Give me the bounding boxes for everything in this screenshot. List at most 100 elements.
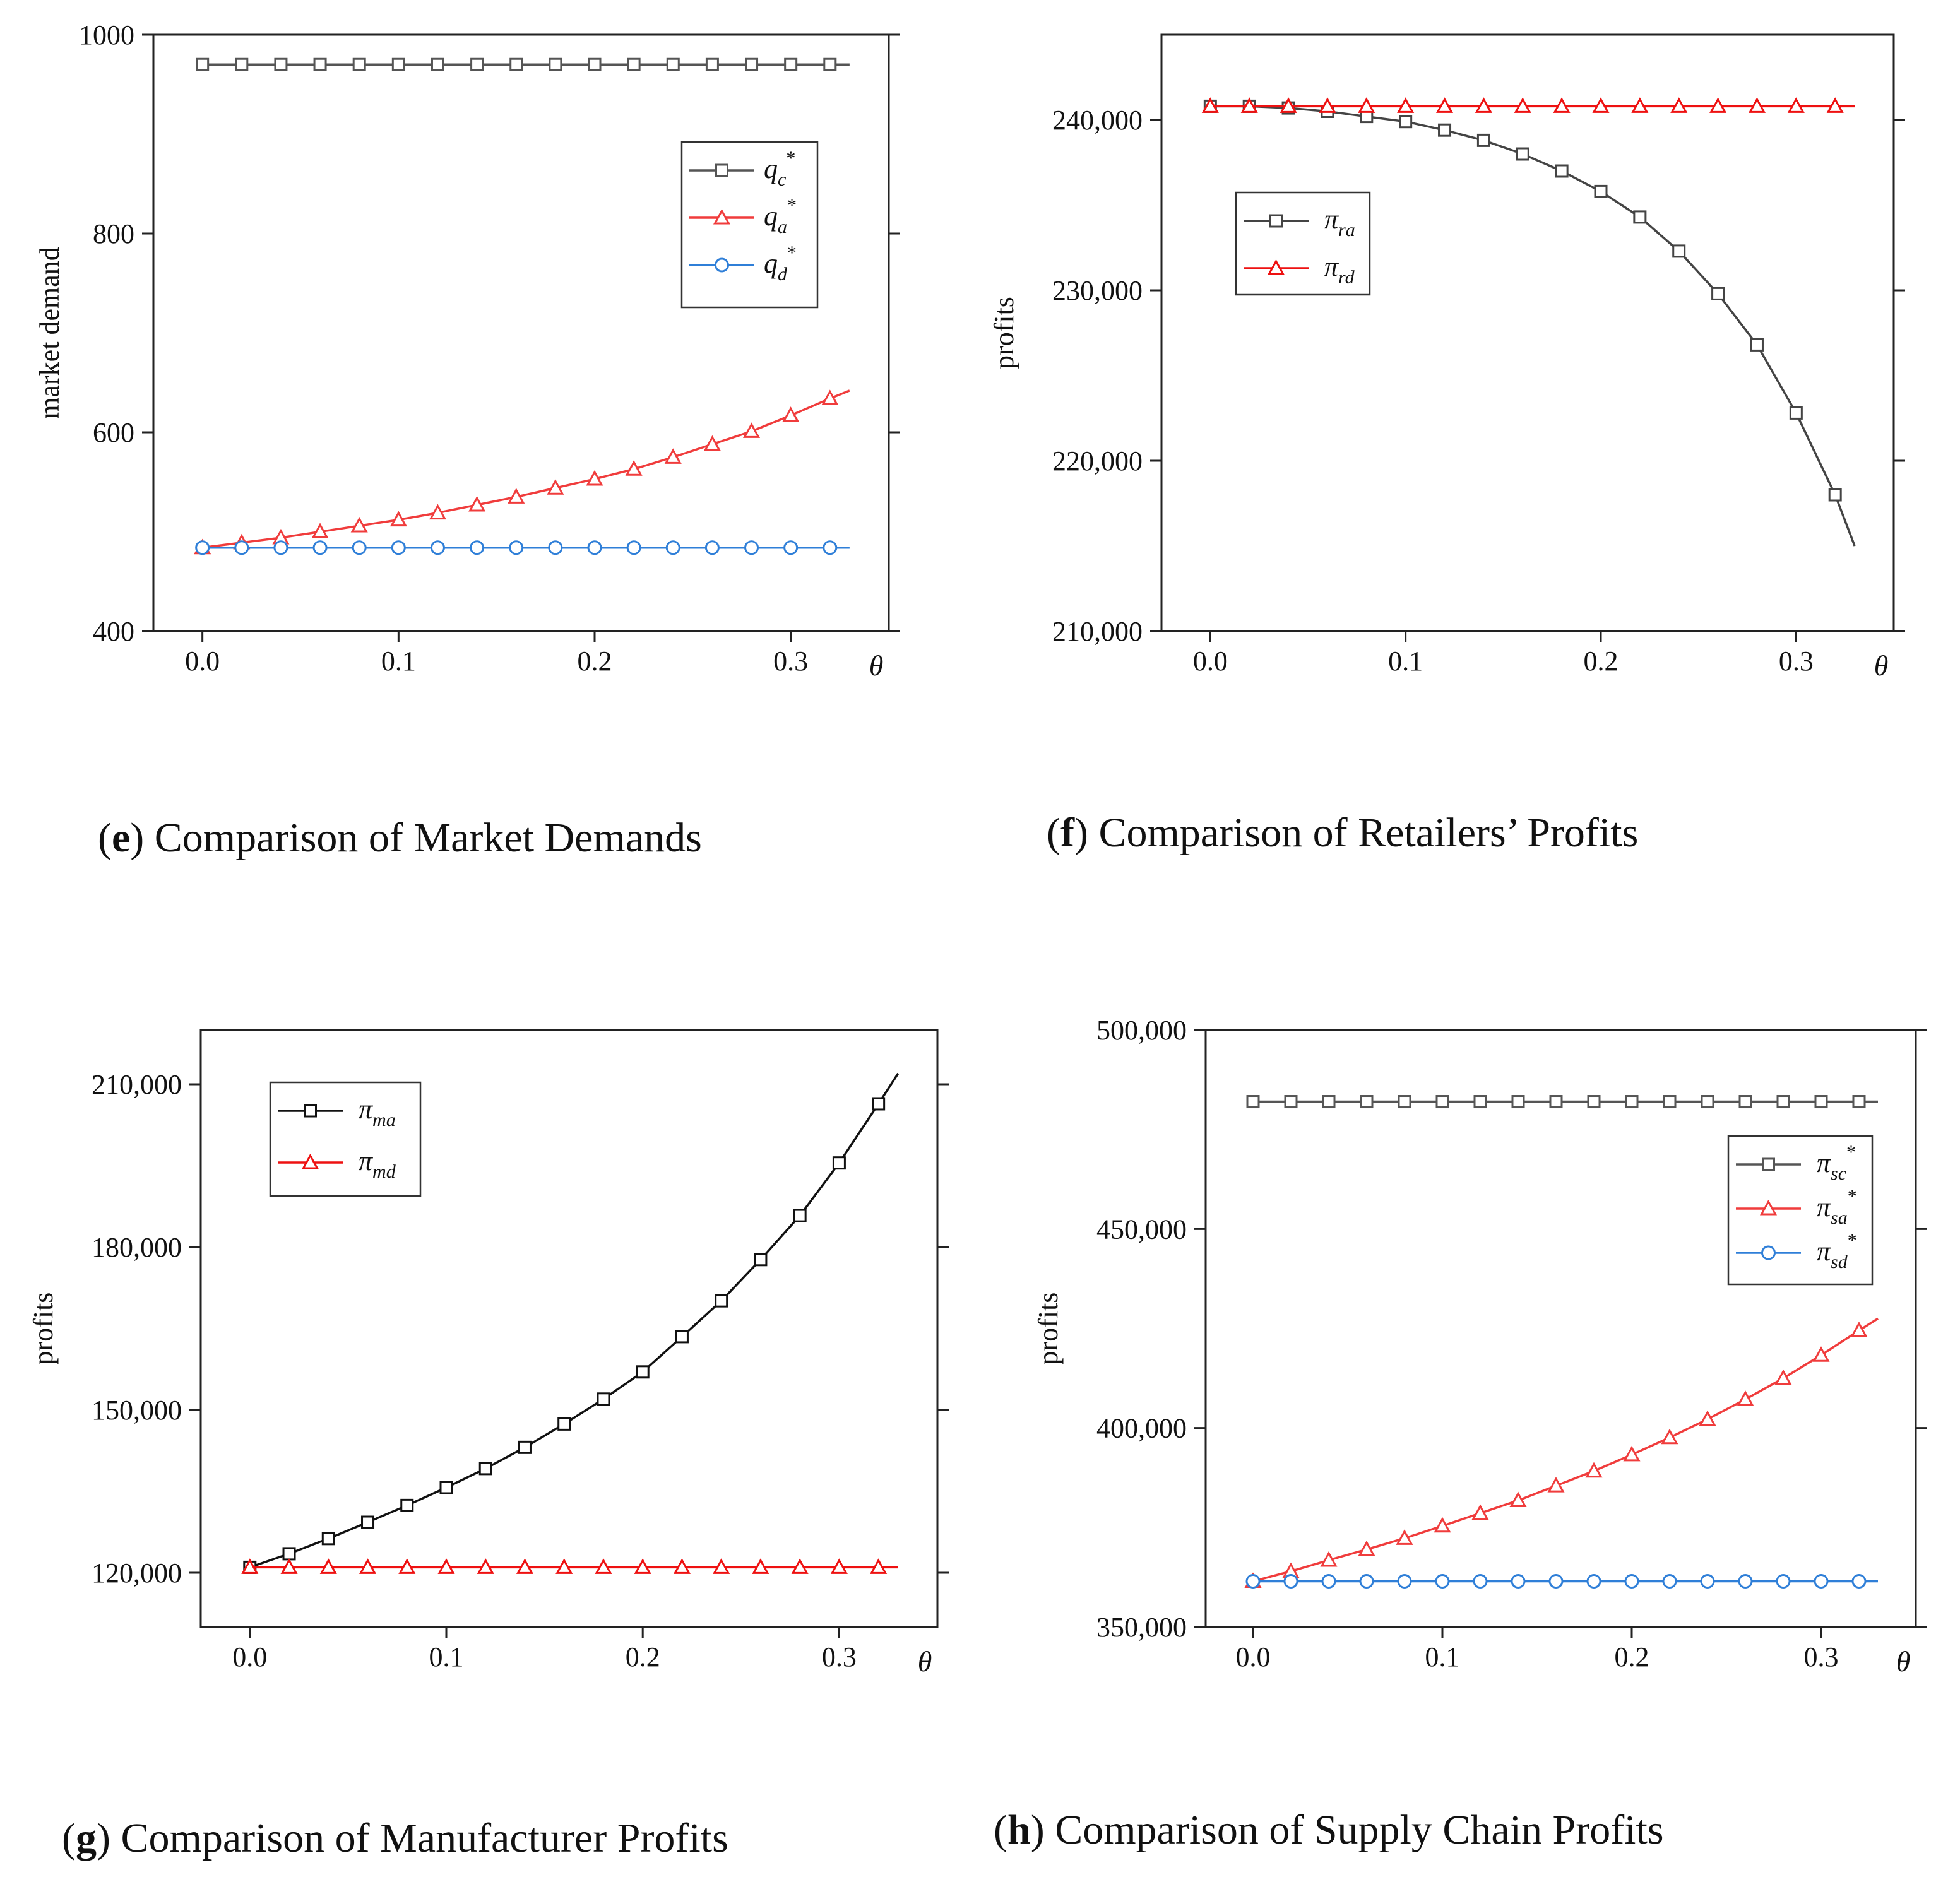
panel-f: 0.0 0.1 0.2 0.3 210,000 220,000 230,000 240,000… [989,33,1905,682]
data-point [821,389,839,405]
data-point [1776,1095,1790,1109]
x-axis-label: θ [869,649,884,682]
y-tick-label: 240,000 [1052,105,1143,136]
y-axis-label: profits [989,297,1019,369]
x-tick-label: 0.2 [578,646,612,677]
series-3 [195,540,850,555]
y-tick-label: 400,000 [1096,1413,1187,1444]
legend-label-sub: sc [1831,1163,1846,1184]
data-point [508,488,525,504]
data-point [429,504,447,520]
data-point [1738,1573,1753,1589]
data-point [1280,97,1297,113]
data-point [509,57,523,71]
data-point [1787,97,1805,113]
panel-h: 0.0 0.1 0.2 0.3 350,000 400,000 450,000 500,000… [1033,1015,1927,1678]
legend-marker [1759,1199,1778,1216]
data-point [391,540,406,555]
data-point [352,57,366,71]
legend-label-sup: * [787,195,797,216]
caption-letter: h [1007,1807,1031,1853]
data-point [196,57,210,71]
y-tick-label: 600 [93,417,134,448]
caption-text: Comparison of Market Demands [154,815,702,861]
data-point [1358,1540,1375,1556]
data-point [1699,1410,1716,1426]
data-point [359,1558,377,1574]
data-point [1516,147,1529,161]
data-point [703,435,721,451]
data-point [872,1097,886,1111]
legend-marker [304,1104,317,1118]
data-point [319,1558,337,1574]
data-point [1319,97,1336,113]
y-tick-label: 180,000 [92,1232,182,1263]
data-point [1283,1573,1298,1589]
data-point [782,406,800,422]
data-point [1359,1573,1374,1589]
x-tick-label: 0.0 [232,1642,267,1672]
data-point [398,1558,416,1574]
data-point [1435,1095,1449,1109]
legend-box [680,141,819,309]
caption-letter: f [1060,810,1074,856]
data-point [1750,338,1764,352]
data-point [1555,164,1569,178]
data-point [1284,1095,1298,1109]
data-point [273,540,288,555]
data-point [1434,1517,1451,1533]
y-axis-label: profits [28,1293,59,1365]
series-line [1210,105,1856,547]
data-point [437,1558,455,1574]
legend-label-base: q [764,248,778,279]
y-axis-label: profits [1033,1293,1064,1365]
data-point [478,1462,492,1476]
legend-marker [301,1153,319,1169]
data-point [1663,1095,1677,1109]
legend-label-1: πra [1324,204,1355,240]
data-point [636,1365,650,1379]
data-point [745,57,759,71]
legend-label-2: πrd [1324,251,1355,288]
data-point [1396,1529,1413,1545]
plot-frame [1160,33,1895,632]
data-point [1321,1573,1336,1589]
legend-marker [1761,1245,1776,1260]
legend-marker [713,208,731,225]
legend-label-base: π [1324,251,1339,282]
data-point [1473,1095,1487,1109]
legend-label-base: π [1817,1147,1832,1178]
data-point [1358,97,1375,113]
panel-g: 0.0 0.1 0.2 0.3 120,000 150,000 180,000 210,000… [28,1029,949,1678]
data-point [752,1558,769,1574]
data-point [516,1558,534,1574]
legend-label-2: πmd [359,1145,396,1182]
data-point [1623,1445,1641,1462]
data-point [1592,97,1610,113]
y-tick-label: 450,000 [1096,1214,1187,1245]
y-tick-label: 230,000 [1052,275,1143,306]
data-point [1438,123,1452,137]
data-point [627,57,641,71]
data-point [1201,97,1219,113]
data-point [1553,97,1571,113]
caption-g: (g) Comparison of Manufacturer Profits [62,1815,728,1861]
data-point [1851,1573,1867,1589]
y-tick-label: 800 [93,218,134,249]
legend-label-sub: ma [372,1110,396,1130]
legend-marker [715,163,728,177]
x-tick-label: 0.1 [381,646,416,677]
x-tick-label: 0.3 [1779,646,1814,677]
x-axis-label: θ [918,1645,932,1678]
legend-label-sup: * [1846,1142,1856,1163]
data-point [1549,1095,1563,1109]
data-point [1473,1573,1488,1589]
legend-label-3: πsd* [1817,1230,1857,1272]
data-point [311,523,329,538]
plot-frame [1204,1029,1917,1628]
data-point [673,1558,691,1574]
caption-f: (f) Comparison of Retailers’ Profits [1047,810,1639,856]
data-point [430,540,445,555]
legend-label-base: π [359,1145,374,1176]
data-point [1711,287,1725,300]
